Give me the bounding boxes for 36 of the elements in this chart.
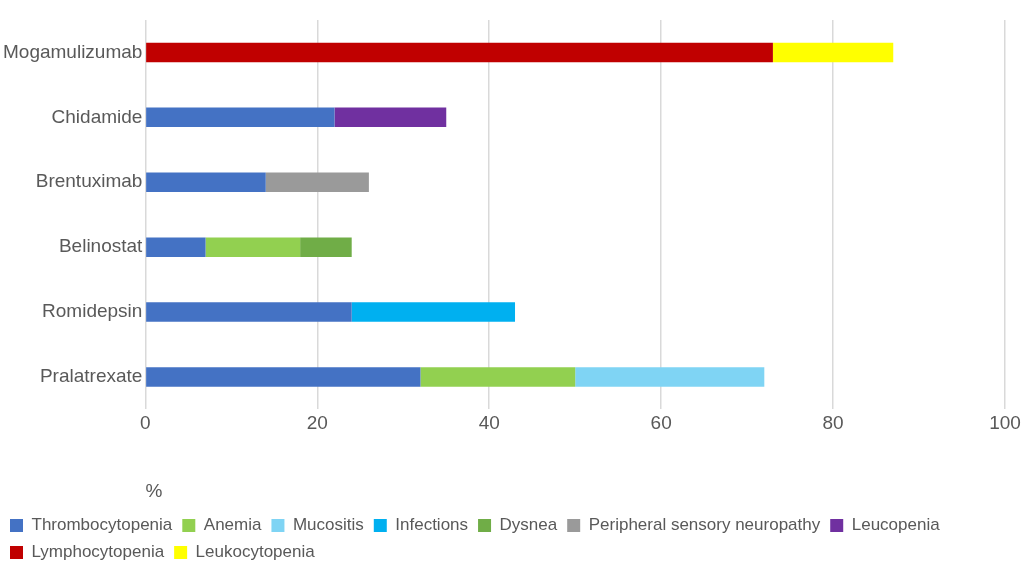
legend-label: Dysnea: [499, 515, 558, 535]
bar: [351, 302, 516, 322]
legend-label: Peripheral sensory neuropathy: [588, 515, 821, 535]
x-tick-label: 100: [989, 412, 1021, 434]
y-tick-label: Brentuximab: [35, 170, 143, 192]
bar: [146, 237, 206, 257]
bar: [420, 367, 576, 387]
bar: [146, 367, 421, 387]
bar: [146, 107, 335, 128]
x-axis-title: %: [145, 479, 163, 501]
bar: [334, 107, 447, 128]
x-tick-label: 0: [140, 412, 151, 434]
y-tick-label: Romidepsin: [42, 300, 143, 322]
y-tick-label: Pralatrexate: [39, 365, 143, 387]
legend-label: Leukocytopenia: [195, 542, 316, 562]
x-tick-label: 20: [306, 412, 328, 434]
legend-label: Leucopenia: [851, 515, 941, 535]
bar: [575, 367, 765, 387]
bar: [265, 172, 369, 192]
bar: [205, 237, 301, 257]
bar: [772, 42, 894, 63]
bar: [146, 302, 352, 322]
legend-label: Thrombocytopenia: [31, 515, 173, 535]
x-tick-label: 40: [478, 412, 500, 434]
legend-label: Infections: [395, 515, 469, 535]
legend-label: Lymphocytopenia: [31, 542, 165, 562]
y-tick-label: Mogamulizumab: [2, 40, 143, 62]
legend-label: Mucositis: [292, 515, 364, 535]
y-tick-label: Chidamide: [51, 105, 143, 127]
x-tick-label: 80: [822, 412, 844, 434]
y-tick-label: Belinostat: [58, 235, 144, 257]
legend-label: Anemia: [203, 515, 262, 535]
bar: [300, 237, 352, 257]
bar: [146, 42, 773, 63]
bar: [146, 172, 266, 192]
x-tick-label: 60: [650, 412, 672, 434]
